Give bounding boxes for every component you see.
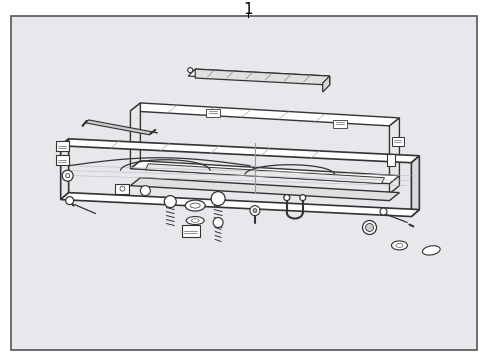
Ellipse shape [185, 200, 205, 211]
Bar [116, 184, 129, 194]
Bar [56, 155, 69, 165]
Polygon shape [390, 118, 399, 194]
Circle shape [300, 195, 306, 201]
Ellipse shape [186, 216, 204, 225]
Bar [182, 225, 200, 238]
Bar [392, 137, 404, 146]
Bar [388, 154, 395, 166]
Polygon shape [130, 161, 399, 184]
Polygon shape [61, 139, 69, 199]
Polygon shape [86, 120, 152, 135]
Ellipse shape [392, 241, 407, 250]
Circle shape [366, 224, 373, 231]
Bar [206, 109, 220, 117]
Circle shape [141, 186, 150, 195]
Ellipse shape [190, 203, 200, 208]
Circle shape [62, 170, 73, 181]
Polygon shape [146, 164, 385, 184]
Polygon shape [130, 103, 141, 169]
Circle shape [188, 68, 193, 73]
Ellipse shape [396, 243, 403, 247]
Circle shape [380, 208, 387, 215]
Circle shape [66, 174, 70, 178]
Ellipse shape [422, 246, 440, 255]
Circle shape [213, 217, 223, 228]
Bar [56, 141, 69, 151]
Polygon shape [61, 193, 419, 216]
Circle shape [211, 192, 225, 206]
Polygon shape [130, 103, 399, 126]
Polygon shape [188, 69, 330, 83]
Text: 1: 1 [243, 2, 253, 17]
Ellipse shape [191, 219, 199, 222]
Circle shape [250, 206, 260, 216]
Polygon shape [412, 156, 419, 216]
Circle shape [66, 197, 74, 204]
Polygon shape [61, 139, 419, 163]
Polygon shape [323, 76, 330, 92]
Circle shape [363, 221, 376, 234]
Circle shape [284, 195, 290, 201]
Circle shape [120, 186, 125, 191]
Polygon shape [130, 178, 399, 201]
Polygon shape [195, 69, 330, 85]
Circle shape [253, 208, 257, 212]
Bar [333, 120, 346, 128]
Circle shape [164, 195, 176, 208]
